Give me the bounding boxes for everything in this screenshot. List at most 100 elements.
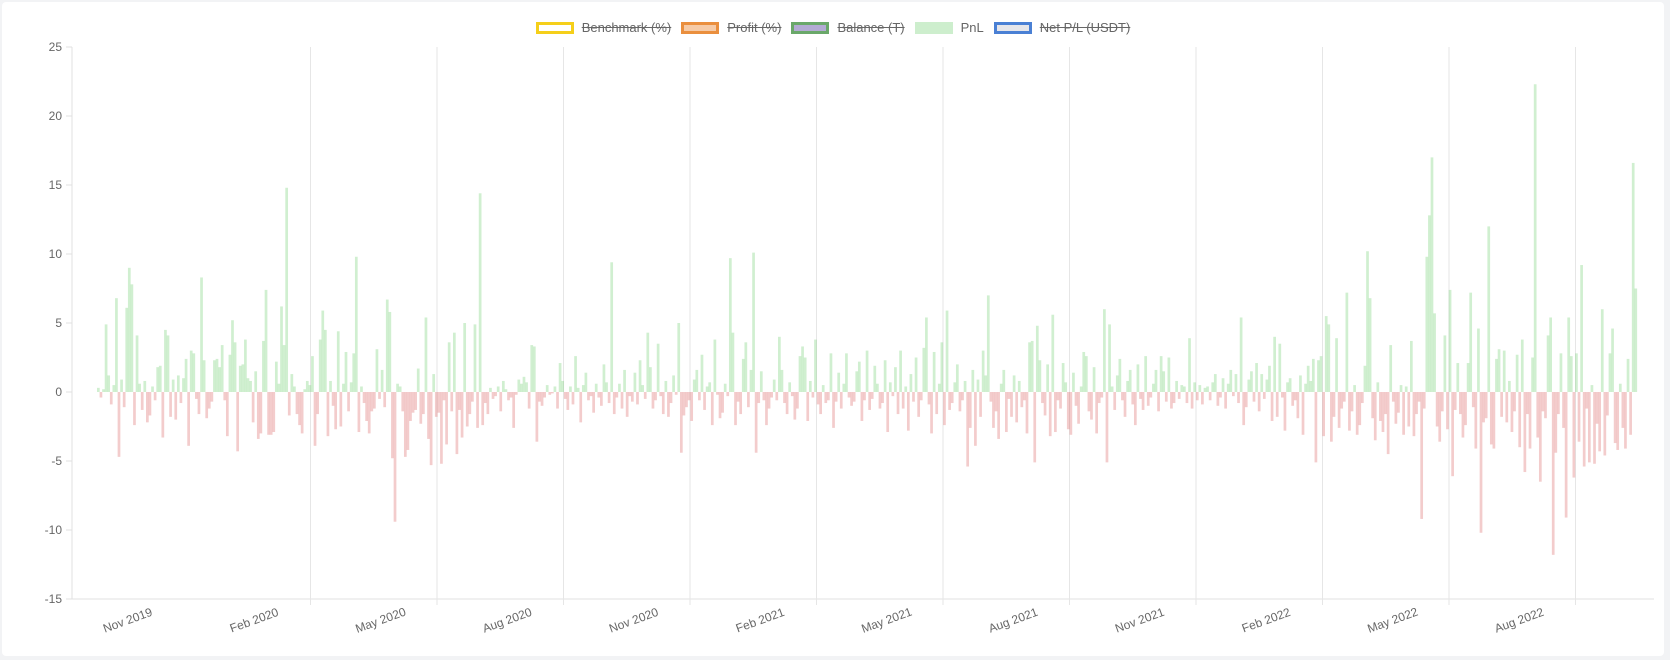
pnl-bar (845, 353, 848, 392)
legend-item-net-p-l-usdt[interactable]: Net P/L (USDT) (993, 20, 1130, 35)
pnl-bar (922, 347, 926, 392)
pnl-bar (1146, 392, 1150, 406)
pnl-bar (832, 392, 835, 428)
pnl-bar (935, 392, 939, 415)
pnl-bar (1002, 369, 1006, 392)
pnl-bar (1466, 363, 1470, 392)
pnl-bar (654, 392, 657, 401)
y-tick-label: 0 (55, 385, 62, 399)
pnl-bar (1128, 369, 1132, 392)
pnl-bar (287, 392, 291, 416)
pnl-bar (979, 392, 982, 417)
pnl-bar (1061, 363, 1065, 392)
pnl-bar (1288, 378, 1292, 392)
pnl-bar (1213, 374, 1217, 392)
pnl-bar (478, 193, 482, 392)
pnl-bar (1139, 392, 1142, 399)
pnl-bar (148, 392, 152, 416)
pnl-bar (414, 392, 417, 410)
pnl-bar (901, 392, 905, 409)
pnl-bar (491, 392, 495, 399)
pnl-bar (1513, 392, 1516, 412)
legend-item-benchmark[interactable]: Benchmark (%) (535, 20, 671, 35)
pnl-bar (109, 392, 113, 405)
legend-swatch (791, 21, 830, 34)
pnl-bar (912, 392, 915, 402)
pnl-bar (612, 392, 616, 415)
pnl-bar (1066, 392, 1070, 430)
pnl-bar (553, 386, 557, 392)
pnl-bar (432, 374, 436, 392)
pnl-bar (837, 372, 841, 392)
pnl-bar (1015, 392, 1019, 423)
pnl-bar (311, 356, 314, 392)
pnl-bar (674, 392, 678, 395)
pnl-bar (401, 392, 405, 412)
pnl-bar (1355, 392, 1359, 435)
pnl-bar (1502, 350, 1506, 392)
pnl-bar (1567, 317, 1571, 392)
pnl-bar (471, 392, 474, 402)
pnl-bar (1461, 392, 1465, 438)
pnl-bar (1528, 392, 1532, 449)
pnl-bar (589, 392, 593, 397)
legend-item-pnl[interactable]: PnL (914, 20, 984, 35)
pnl-bar (1069, 392, 1073, 435)
pnl-bar (316, 392, 319, 415)
pnl-bar (452, 332, 456, 392)
pnl-bar (855, 371, 859, 392)
pnl-bar (447, 342, 451, 392)
pnl-bar (1064, 382, 1068, 392)
pnl-bar (1229, 369, 1233, 392)
pnl-bar (1456, 363, 1460, 392)
pnl-bar (1090, 392, 1093, 420)
pnl-bar (736, 392, 740, 402)
pnl-bar (1301, 392, 1305, 435)
pnl-bar (1149, 392, 1153, 398)
pnl-bar (633, 372, 637, 392)
pnl-bar (298, 392, 301, 426)
pnl-bar (1183, 386, 1186, 392)
pnl-bar (667, 392, 670, 417)
pnl-bar (721, 392, 724, 413)
pnl-bar (886, 392, 890, 433)
pnl-bar (1564, 392, 1568, 518)
pnl-bar (698, 392, 701, 401)
pnl-bar (1180, 385, 1184, 392)
pnl-bar (391, 392, 394, 459)
pnl-bar (207, 392, 211, 409)
pnl-bar (1469, 292, 1473, 392)
pnl-bar (857, 361, 861, 392)
pnl-bar (264, 289, 268, 392)
pnl-bar (592, 392, 595, 413)
pnl-bar (1247, 379, 1251, 392)
pnl-bar (563, 392, 567, 399)
legend-item-balance-t[interactable]: Balance (T) (791, 20, 905, 35)
pnl-bar (1520, 339, 1524, 392)
pnl-bar (352, 353, 356, 392)
pnl-bar (767, 392, 771, 409)
pnl-bar (290, 374, 294, 392)
legend-item-profit[interactable]: Profit (%) (681, 20, 781, 35)
pnl-bar (324, 329, 327, 392)
pnl-bar (282, 345, 286, 392)
pnl-bar (775, 392, 779, 401)
pnl-bar (904, 386, 908, 392)
pnl-bar (329, 380, 332, 392)
y-tick-label: 20 (49, 109, 63, 123)
pnl-bar (1335, 338, 1338, 392)
pnl-bar (747, 392, 750, 408)
pnl-bar (406, 392, 410, 450)
pnl-bar (246, 378, 250, 392)
pnl-bar (280, 306, 283, 392)
pnl-bar (133, 392, 136, 426)
pnl-bar (1585, 392, 1589, 409)
pnl-bar (218, 367, 221, 392)
pnl-bar (1420, 392, 1424, 519)
pnl-bar (548, 392, 552, 395)
pnl-bar (906, 392, 910, 431)
pnl-bar (1005, 392, 1008, 433)
pnl-bar (630, 392, 634, 402)
pnl-bar (1283, 392, 1287, 431)
pnl-bar (824, 392, 828, 404)
